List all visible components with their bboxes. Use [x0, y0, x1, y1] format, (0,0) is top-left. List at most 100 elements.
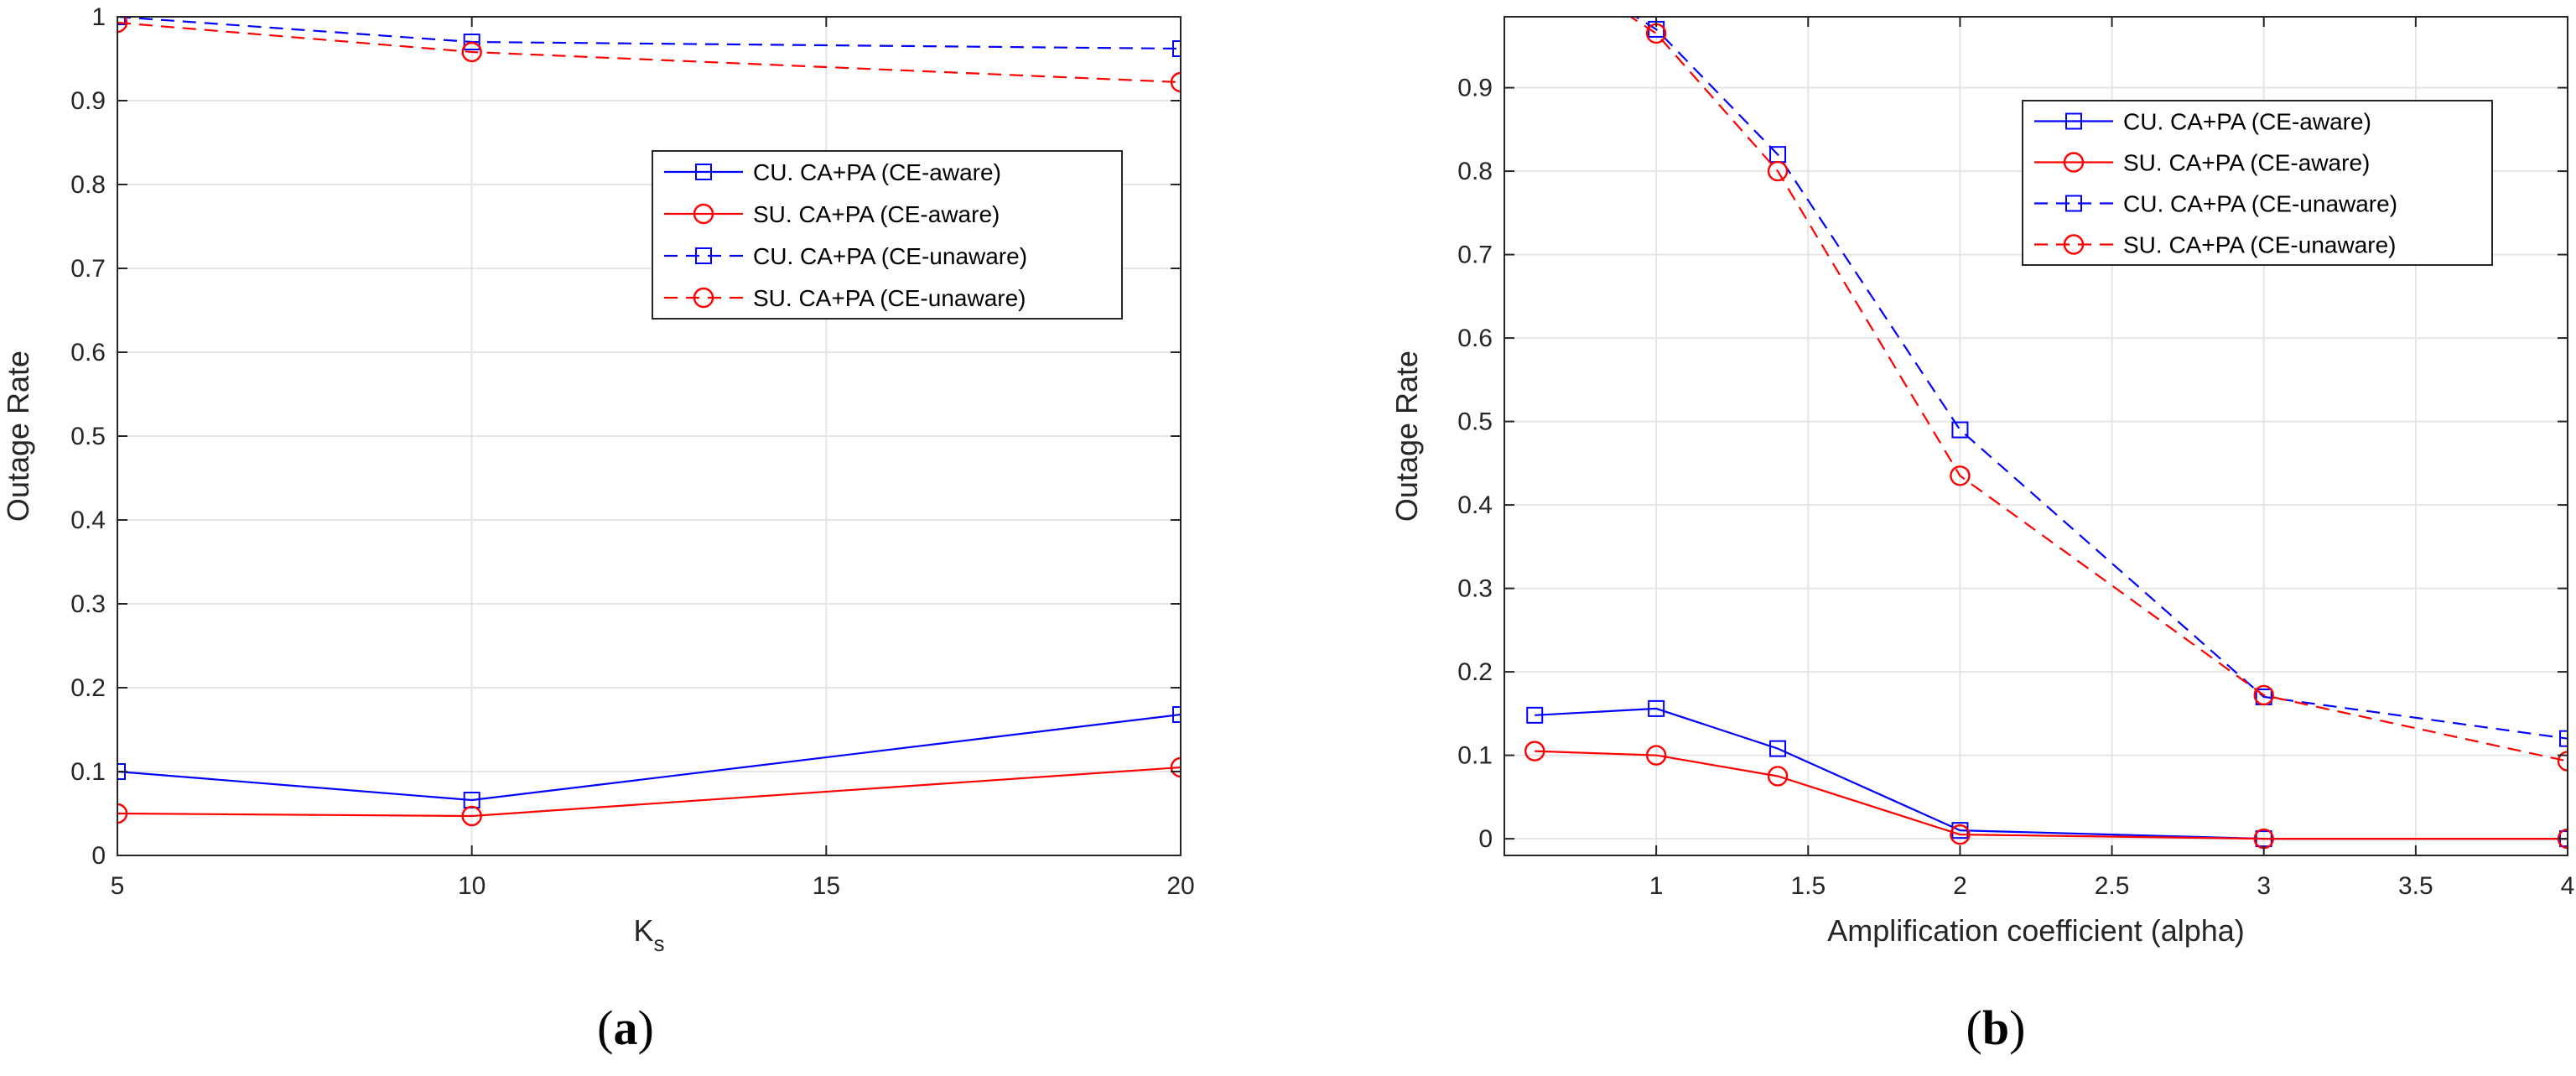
legend-marker-b-1 — [2063, 152, 2085, 173]
x-axis-label-b: Amplification coefficient (alpha) — [1827, 913, 2245, 948]
legend-label-a-1: SU. CA+PA (CE-aware) — [753, 201, 1000, 227]
y-tick-label-b: 0.1 — [1457, 742, 1493, 770]
legend-label-a-2: CU. CA+PA (CE-unaware) — [753, 243, 1027, 269]
y-tick-label-a: 0.2 — [70, 674, 106, 702]
data-point-a-3 — [117, 17, 128, 34]
legend-label-b-1: SU. CA+PA (CE-aware) — [2123, 150, 2370, 176]
legend-a: CU. CA+PA (CE-aware) SU. CA+PA (CE-aware)… — [652, 150, 1123, 320]
data-point-b-0 — [1769, 740, 1787, 757]
data-point-a-3 — [461, 41, 482, 63]
x-tick-label-a: 5 — [111, 872, 125, 900]
x-tick-label-b: 4 — [2561, 872, 2575, 900]
x-tick-label-a: 15 — [813, 872, 840, 900]
y-tick-label-b: 0.4 — [1457, 491, 1493, 519]
data-point-b-2 — [2559, 730, 2568, 747]
y-tick-label-b: 0.6 — [1457, 325, 1493, 352]
legend-box-b — [2022, 100, 2493, 266]
legend-label-b-0: CU. CA+PA (CE-aware) — [2123, 109, 2371, 135]
caption-b: (b) — [1966, 1001, 2026, 1055]
y-tick-label-a: 0.7 — [70, 255, 106, 283]
chart-panel-a: 5 10 15 20 0 0.1 0.2 0.3 0.4 0.5 0.6 0.7 0.8 0.9 1 Ou… — [1, 3, 1195, 1055]
x-tick-label-b: 2 — [1953, 872, 1967, 900]
y-axis-label-b: Outage Rate — [1389, 351, 1424, 522]
series-group-b — [1524, 17, 2568, 850]
caption-b-letter: b — [1982, 1001, 2009, 1055]
x-tick-label-b: 2.5 — [2095, 872, 2130, 900]
y-tick-label-a: 0.4 — [70, 507, 106, 534]
y-tick-label-a: 0.1 — [70, 758, 106, 786]
y-tick-label-a: 0.8 — [70, 171, 106, 199]
data-point-b-3 — [1767, 160, 1789, 182]
y-ticks-a: 0 0.1 0.2 0.3 0.4 0.5 0.6 0.7 0.8 0.9 1 — [70, 3, 1181, 870]
y-tick-label-a: 0.5 — [70, 423, 106, 450]
legend-marker-b-3 — [2063, 234, 2085, 255]
series-line-b-1 — [1535, 750, 2568, 840]
data-point-b-1 — [1767, 766, 1789, 787]
data-point-a-1 — [117, 803, 128, 824]
x-tick-label-a: 10 — [458, 872, 486, 900]
series-line-a-3 — [117, 21, 1181, 84]
data-point-b-0 — [1526, 706, 1544, 724]
x-ticks-a: 5 10 15 20 — [111, 17, 1195, 900]
y-tick-label-b: 0.8 — [1457, 158, 1493, 185]
series-group-a — [117, 17, 1181, 827]
x-tick-label-b: 1 — [1649, 872, 1664, 900]
y-tick-label-a: 0.6 — [70, 339, 106, 366]
x-tick-label-b: 1.5 — [1790, 872, 1826, 900]
caption-a-open: ( — [597, 1001, 613, 1055]
data-point-a-0 — [1172, 706, 1181, 723]
legend-box-a — [652, 150, 1123, 320]
y-tick-label-b: 0.5 — [1457, 408, 1493, 436]
data-point-b-3 — [1950, 465, 1971, 486]
data-point-a-2 — [1172, 40, 1181, 57]
data-point-b-1 — [1524, 741, 1545, 762]
y-tick-label-a: 1 — [91, 3, 106, 31]
legend-marker-a-1 — [693, 203, 714, 225]
caption-b-close: ) — [2009, 1001, 2025, 1055]
x-axis-label-a: Ks — [633, 913, 664, 956]
legend-label-b-2: CU. CA+PA (CE-unaware) — [2123, 191, 2397, 217]
caption-b-open: ( — [1966, 1001, 1982, 1055]
x-axis-label-a-main: K — [633, 913, 653, 948]
data-point-b-2 — [1951, 421, 1969, 439]
legend-marker-a-0 — [695, 164, 712, 180]
y-ticks-b: 0 0.1 0.2 0.3 0.4 0.5 0.6 0.7 0.8 0.9 — [1457, 75, 2568, 853]
series-line-a-1 — [117, 766, 1181, 818]
chart-panel-b: 1 1.5 2 2.5 3 3.5 4 00.10.20.30.40.50.60.70.80… — [1389, 16, 2575, 1055]
legend-label-a-3: SU. CA+PA (CE-unaware) — [753, 285, 1026, 311]
x-tick-label-b: 3.5 — [2398, 872, 2433, 900]
series-line-b-2 — [1633, 17, 2568, 740]
y-tick-label-b: 0.2 — [1457, 658, 1493, 686]
data-point-a-1 — [1170, 756, 1181, 778]
legend-marker-b-2 — [2065, 195, 2082, 212]
series-line-b-3 — [1628, 17, 2568, 762]
data-point-b-1 — [1950, 824, 1971, 845]
caption-a: (a) — [597, 1001, 654, 1055]
y-tick-label-b: 0.3 — [1457, 575, 1493, 603]
legend-marker-b-0 — [2065, 112, 2082, 130]
legend-marker-a-3 — [693, 287, 714, 309]
series-line-a-0 — [117, 713, 1181, 802]
caption-a-letter: a — [614, 1001, 638, 1055]
axes-box-b — [1504, 16, 2568, 856]
y-tick-label-a: 0 — [91, 842, 106, 870]
y-tick-label-a: 0.9 — [70, 87, 106, 115]
y-tick-label-b: 0.7 — [1457, 242, 1493, 269]
y-axis-label-a: Outage Rate — [1, 351, 35, 522]
x-ticks-b: 1 1.5 2 2.5 3 3.5 4 — [1649, 17, 2575, 900]
data-point-a-3 — [1170, 71, 1181, 93]
data-point-b-0 — [1648, 699, 1665, 717]
data-point-b-3 — [2557, 751, 2568, 772]
legend-marker-a-2 — [695, 247, 712, 264]
legend-label-b-3: SU. CA+PA (CE-unaware) — [2123, 232, 2397, 258]
x-tick-label-a: 20 — [1166, 872, 1194, 900]
x-axis-label-a-sub: s — [654, 931, 665, 956]
x-tick-label-b: 3 — [2257, 872, 2271, 900]
data-point-a-2 — [463, 34, 480, 50]
data-point-a-1 — [461, 805, 482, 827]
legend-label-a-0: CU. CA+PA (CE-aware) — [753, 159, 1001, 185]
y-tick-label-b: 0 — [1478, 825, 1493, 853]
data-point-b-1 — [1645, 745, 1667, 766]
caption-a-close: ) — [638, 1001, 654, 1055]
